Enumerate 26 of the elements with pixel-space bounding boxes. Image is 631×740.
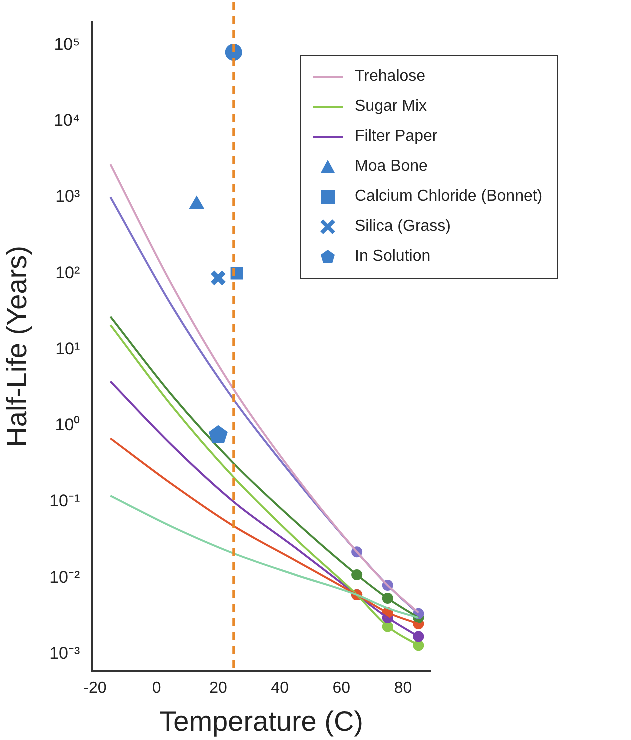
y-tick-label: 10⁵ <box>54 34 80 54</box>
legend-label: Trehalose <box>355 68 426 86</box>
y-tick-label: 10⁻³ <box>50 644 80 663</box>
y-tick-label: 10³ <box>56 187 80 206</box>
y-tick-label: 10¹ <box>56 339 80 358</box>
y-axis-title: Half-Life (Years) <box>2 246 33 448</box>
legend-label: Calcium Chloride (Bonnet) <box>355 188 543 206</box>
x-tick-label: 0 <box>152 680 162 698</box>
point <box>208 425 228 444</box>
y-tick-label: 10⁴ <box>54 110 80 130</box>
legend-label: Silica (Grass) <box>355 218 452 236</box>
point <box>210 270 227 286</box>
y-tick-label: 10⁰ <box>55 416 80 435</box>
y-tick-label: 10² <box>56 263 80 282</box>
x-tick-label: 20 <box>210 680 228 698</box>
legend-label: Moa Bone <box>355 158 428 176</box>
x-tick-label: 80 <box>394 680 412 698</box>
legend-label: Filter Paper <box>355 128 438 146</box>
x-axis-title: Temperature (C) <box>160 706 364 737</box>
x-tick-label: 60 <box>332 680 351 698</box>
legend-label: Sugar Mix <box>355 98 428 116</box>
y-tick-label: 10⁻¹ <box>50 492 80 511</box>
x-tick-label: 40 <box>271 680 290 698</box>
x-tick-label: -20 <box>84 680 107 698</box>
legend-label: In Solution <box>355 248 431 266</box>
y-tick-label: 10⁻² <box>50 568 80 587</box>
